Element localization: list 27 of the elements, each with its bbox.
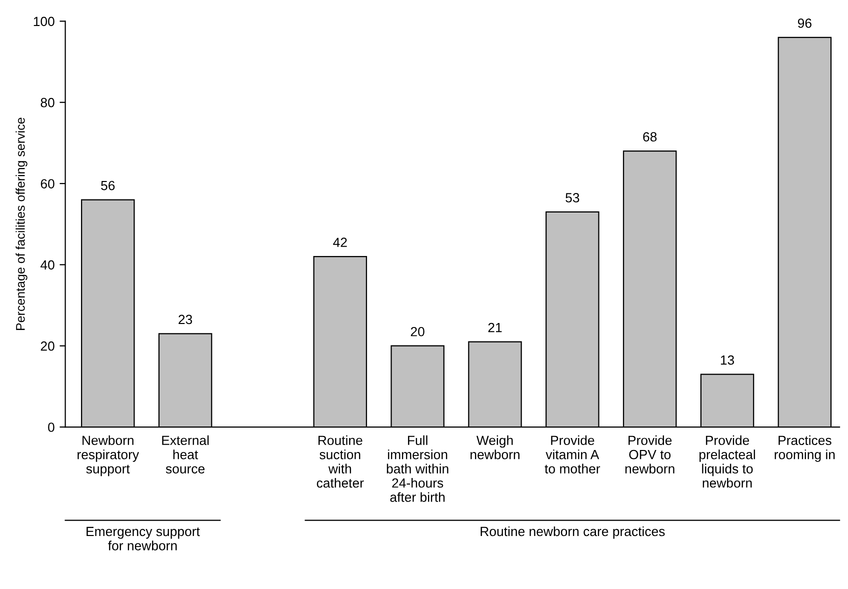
y-axis-title: Percentage of facilities offering service: [16, 118, 28, 330]
text: Routine newborn care practices: [480, 526, 665, 539]
y-tick-label: 60: [40, 179, 54, 188]
y-tick-label: 80: [40, 98, 54, 108]
x-tick-label: Provide OPV to newborn: [625, 435, 674, 474]
data-label: 42: [333, 238, 347, 247]
data-label: 96: [798, 18, 812, 28]
x-tick-label: Newborn respiratory support: [78, 435, 140, 476]
data-label: 20: [410, 326, 424, 336]
x-tick-label: Provide vitamin A to mother: [544, 435, 600, 474]
data-label: 13: [720, 355, 734, 365]
x-tick-label: Weigh newborn: [470, 435, 520, 460]
y-tick-label: 100: [34, 16, 54, 26]
y-tick-label: 0: [48, 422, 54, 432]
data-label: 56: [101, 180, 115, 190]
data-label: 68: [643, 132, 657, 142]
data-label: 53: [566, 193, 580, 202]
x-tick-label: Practices rooming in: [774, 435, 835, 462]
data-label: 23: [178, 314, 192, 324]
y-tick-label: 20: [40, 341, 54, 351]
text: Emergency support for newborn: [86, 526, 200, 550]
x-tick-label: Routine suction with catheter: [316, 435, 364, 488]
x-tick-label: Full immersion bath within 24-hours after birth: [386, 435, 448, 502]
x-tick-label: Provide prelacteal liquids to newborn: [700, 435, 755, 488]
x-tick-label: External heat source: [162, 435, 209, 474]
y-tick-label: 40: [40, 260, 54, 270]
data-label: 21: [488, 322, 502, 332]
